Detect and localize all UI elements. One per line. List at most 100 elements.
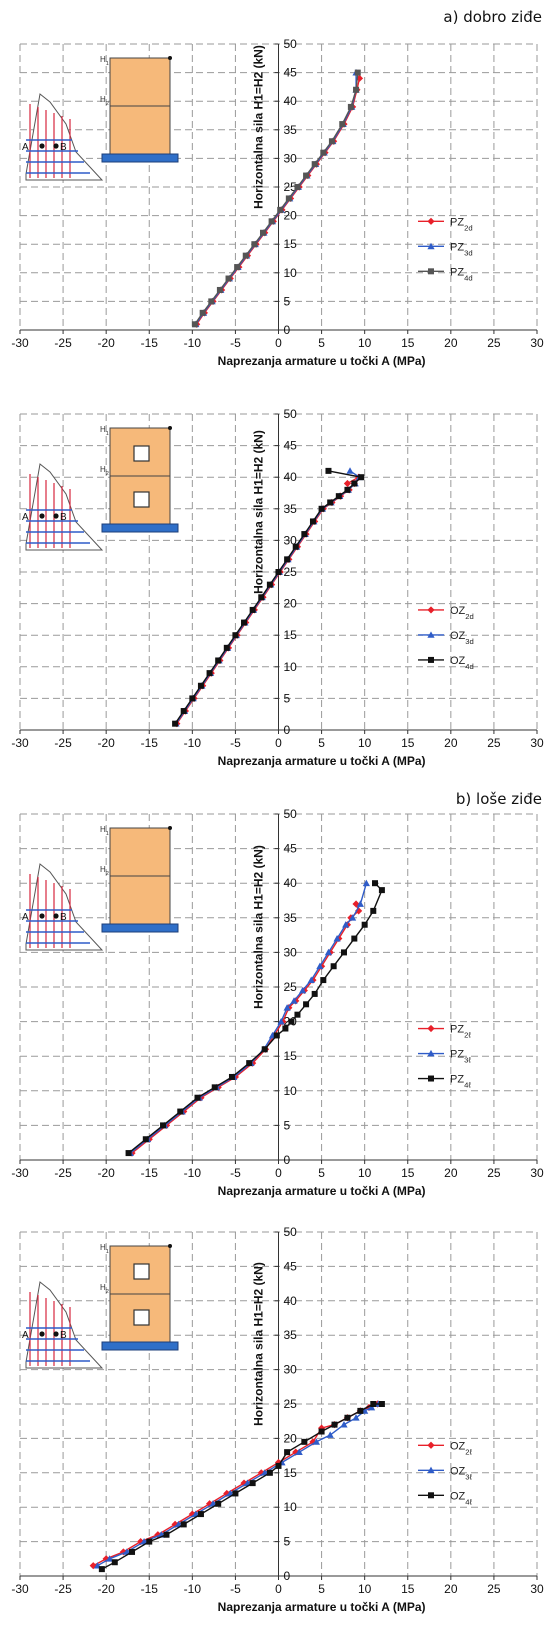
data-point	[283, 1004, 291, 1011]
data-point	[208, 298, 215, 305]
legend-swatch-marker	[428, 268, 434, 275]
section-title-good-masonry: a) dobro ziđe	[443, 8, 542, 26]
legend-swatch-marker	[427, 606, 435, 614]
y-tick-label: 50	[284, 1225, 298, 1239]
x-tick-label: 15	[401, 736, 415, 750]
data-point	[284, 1449, 291, 1456]
point-b-marker	[53, 143, 59, 149]
series-PZ2ℓ	[128, 900, 363, 1157]
data-point	[163, 1531, 170, 1538]
y-tick-label: 35	[284, 1328, 298, 1342]
foundation-beam	[101, 923, 179, 933]
data-point	[355, 74, 364, 82]
data-point	[125, 1150, 132, 1157]
y-tick-label: 50	[284, 407, 298, 421]
window-opening-lower	[133, 1309, 150, 1326]
x-tick-label: 25	[487, 336, 501, 350]
x-tick-label: 25	[487, 1582, 501, 1596]
point-a-label: A	[22, 512, 29, 523]
data-point	[356, 900, 364, 907]
y-tick-label: 10	[284, 660, 298, 674]
y-tick-label: 30	[284, 1363, 298, 1377]
data-point	[354, 69, 361, 76]
legend-swatch-marker	[428, 1075, 434, 1082]
x-tick-label: -10	[184, 1166, 202, 1180]
x-tick-label: 20	[444, 1582, 458, 1596]
load-point-h1	[168, 1244, 172, 1248]
data-point	[349, 914, 357, 921]
x-tick-label: -20	[97, 1166, 115, 1180]
x-tick-label: 15	[401, 1166, 415, 1180]
load-point-h1	[168, 56, 172, 60]
data-point	[194, 1094, 201, 1101]
data-point	[275, 569, 282, 575]
y-tick-label: 5	[284, 294, 291, 308]
point-a-marker	[39, 913, 45, 919]
series-OZ4d	[172, 467, 365, 727]
y-tick-label: 30	[284, 151, 298, 165]
x-tick-label: -30	[11, 336, 29, 350]
data-point	[215, 657, 222, 664]
y-axis-title: Horizontalna sila H1=H2 (kN)	[252, 45, 266, 209]
data-point	[343, 479, 352, 488]
series-PZ4d	[191, 69, 361, 328]
data-point	[261, 1046, 268, 1053]
x-tick-label: 20	[444, 1166, 458, 1180]
data-point	[372, 880, 379, 887]
legend-label: OZ4d	[450, 655, 474, 671]
point-a-label: A	[22, 912, 29, 923]
x-tick-label: 30	[530, 1166, 544, 1180]
point-b-label: B	[60, 912, 67, 923]
label-h1: H1	[100, 1243, 109, 1255]
legend-label: OZ3d	[450, 630, 474, 646]
y-tick-label: 10	[284, 1500, 298, 1514]
data-point	[246, 1060, 253, 1067]
x-tick-label: -25	[54, 1166, 72, 1180]
series-line	[195, 72, 357, 325]
soil-wedge	[25, 863, 104, 951]
data-point	[328, 138, 335, 145]
data-point	[335, 493, 342, 500]
soil-wedge	[25, 463, 104, 551]
x-tick-label: 25	[487, 736, 501, 750]
x-tick-label: 20	[444, 736, 458, 750]
label-h2: H2	[100, 465, 109, 477]
x-tick-label: 0	[275, 736, 282, 750]
y-tick-label: 5	[284, 1118, 291, 1132]
y-tick-label: 5	[284, 1535, 291, 1549]
structure-sketch: A B H1 H2	[22, 55, 179, 181]
data-point	[333, 934, 341, 942]
data-point	[347, 103, 354, 110]
x-tick-label: -5	[230, 736, 241, 750]
data-point	[277, 1018, 285, 1025]
axes: -30-25-20-15-10-505101520253005101520253…	[11, 807, 544, 1198]
data-point	[294, 184, 301, 190]
data-point	[290, 997, 298, 1004]
y-tick-label: 10	[284, 1084, 298, 1098]
data-point	[303, 172, 310, 179]
legend-label: PZ3ℓ	[450, 1049, 471, 1065]
x-tick-label: 0	[275, 336, 282, 350]
foundation-beam	[101, 523, 179, 533]
y-tick-label: 40	[284, 470, 298, 484]
data-point	[258, 594, 265, 601]
x-tick-label: 10	[358, 736, 372, 750]
soil-wedge	[25, 93, 104, 181]
window-opening-upper	[133, 445, 150, 462]
data-point	[266, 1469, 273, 1476]
x-tick-label: 0	[275, 1166, 282, 1180]
legend: OZ2d OZ3d OZ4d	[418, 605, 474, 671]
foundation-beam	[101, 1341, 179, 1351]
data-point	[365, 1403, 373, 1412]
label-h1: H1	[100, 825, 109, 837]
data-point	[301, 531, 308, 538]
x-tick-label: 30	[530, 336, 544, 350]
y-tick-label: 35	[284, 911, 298, 925]
data-point	[378, 1401, 385, 1407]
data-point	[324, 948, 333, 956]
data-point	[251, 241, 258, 248]
data-point	[277, 206, 284, 213]
y-tick-label: 0	[284, 1153, 291, 1167]
x-axis-title: Naprezanja armature u točki A (MPa)	[218, 354, 426, 368]
